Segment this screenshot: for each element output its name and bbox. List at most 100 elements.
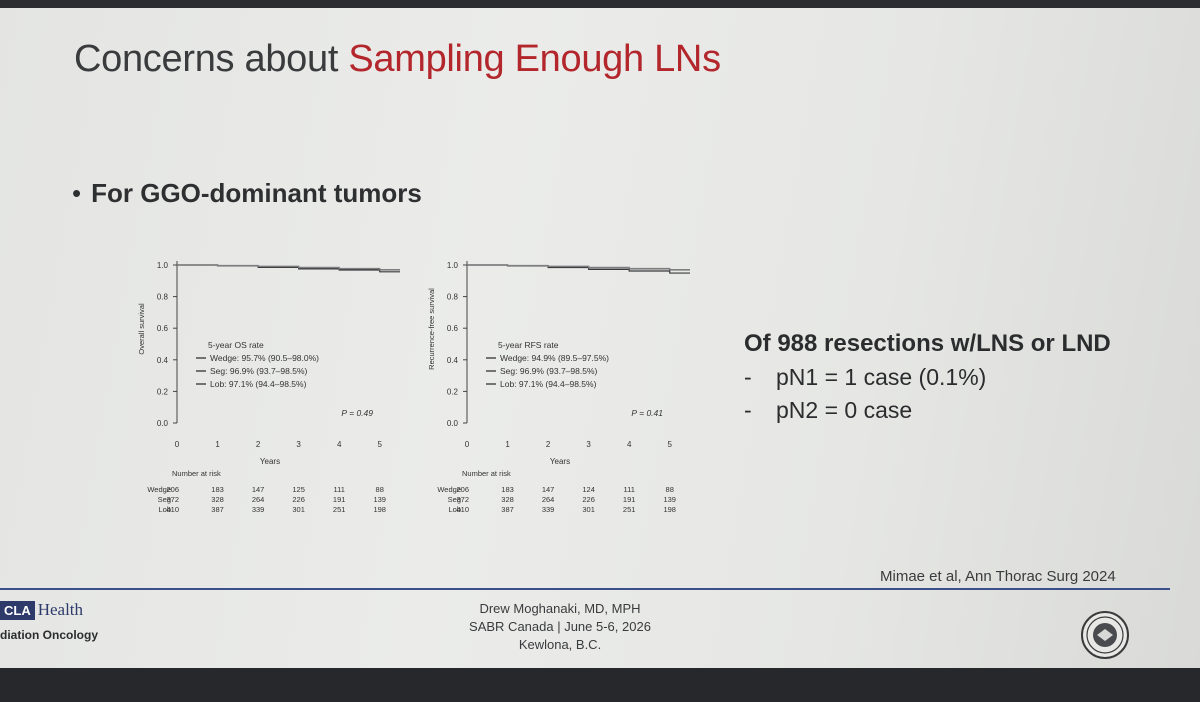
risk-cell: 372	[456, 495, 469, 504]
y-tick-label: 0.4	[447, 356, 459, 365]
x-tick-label: 5	[668, 440, 673, 449]
risk-cell: 410	[166, 505, 179, 514]
risk-cell: 226	[292, 495, 305, 504]
risk-cell: 328	[501, 495, 514, 504]
y-tick-label: 0.0	[157, 419, 169, 428]
risk-row-label: Lob	[158, 505, 171, 514]
logo-box: CLA	[0, 600, 35, 620]
y-tick-label: 0.2	[157, 387, 169, 396]
risk-cell: 147	[542, 485, 555, 494]
legend-title: 5-year OS rate	[208, 340, 264, 350]
km-chart-recurrence-free-survival: 0.0 0.2 0.4 0.6 0.8 1.0 0 1 2 3 4 5 Years Recurrence-…	[427, 261, 690, 514]
legend-entry: Lob: 97.1% (94.4–98.5%)	[210, 379, 307, 389]
citation: Mimae et al, Ann Thorac Surg 2024	[880, 568, 1116, 585]
risk-row-label: Seg	[448, 495, 461, 504]
risk-row-label: Wedge	[437, 485, 461, 494]
results-heading: Of 988 resections w/LNS or LND	[744, 330, 1111, 357]
risk-cell: 124	[582, 485, 595, 494]
x-tick-label: 5	[378, 440, 383, 449]
presenter-info: Drew Moghanaki, MD, MPH SABR Canada | Ju…	[440, 600, 680, 654]
risk-cell: 251	[623, 505, 636, 514]
legend-entry: Wedge: 95.7% (90.5–98.0%)	[210, 353, 319, 363]
results-box: Of 988 resections w/LNS or LND - pN1 = 1 …	[744, 330, 1111, 424]
logo-department: diation Oncology	[0, 628, 98, 642]
presenter-event: SABR Canada | June 5-6, 2026	[469, 619, 651, 634]
risk-cell: 147	[252, 485, 265, 494]
risk-cell: 328	[211, 495, 224, 504]
x-tick-label: 3	[296, 440, 301, 449]
risk-cell: 183	[501, 485, 514, 494]
result-item-pn1: - pN1 = 1 case (0.1%)	[744, 364, 1111, 391]
risk-cell: 125	[292, 485, 305, 494]
title-accent: Sampling Enough LNs	[348, 38, 721, 80]
legend-entry: Wedge: 94.9% (89.5–97.5%)	[500, 353, 609, 363]
risk-cell: 111	[333, 485, 344, 494]
legend-entry: Seg: 96.9% (93.7–98.5%)	[500, 366, 598, 376]
km-curve-lob	[177, 264, 400, 271]
x-tick-label: 3	[586, 440, 591, 449]
risk-cell: 339	[252, 505, 265, 514]
x-tick-label: 1	[215, 440, 220, 449]
risk-cell: 226	[582, 495, 595, 504]
km-chart-overall-survival: 0.0 0.2 0.4 0.6 0.8 1.0 0 1 2 3 4 5 Years Overall sur…	[137, 261, 400, 514]
risk-row-label: Lob	[448, 505, 461, 514]
result-text: pN1 = 1 case (0.1%)	[776, 364, 987, 390]
y-axis-label: Recurrence-free survival	[427, 288, 436, 370]
risk-cell: 387	[501, 505, 514, 514]
risk-cell: 88	[666, 485, 674, 494]
logo-health-text: Health	[37, 600, 84, 619]
y-tick-label: 0.2	[447, 387, 459, 396]
y-tick-label: 0.6	[157, 324, 169, 333]
result-item-pn2: - pN2 = 0 case	[744, 397, 1111, 424]
top-bar	[0, 0, 1200, 8]
risk-cell: 191	[623, 495, 636, 504]
bullet-point: • For GGO-dominant tumors	[72, 178, 422, 209]
risk-row-label: Wedge	[147, 485, 171, 494]
x-tick-label: 0	[465, 440, 470, 449]
risk-table-title: Number at risk	[462, 469, 511, 478]
risk-cell: 139	[373, 495, 386, 504]
risk-cell: 191	[333, 495, 346, 504]
risk-cell: 198	[373, 505, 386, 514]
x-tick-label: 4	[337, 440, 342, 449]
risk-cell: 139	[663, 495, 676, 504]
x-axis-label: Years	[550, 457, 570, 466]
result-dash: -	[744, 397, 752, 423]
p-value-annotation: P = 0.49	[341, 408, 373, 418]
slide-title: Concerns about Sampling Enough LNs	[74, 38, 721, 81]
x-tick-label: 0	[175, 440, 180, 449]
risk-cell: 387	[211, 505, 224, 514]
y-tick-label: 0.8	[157, 293, 169, 302]
footer-rule	[0, 588, 1170, 590]
risk-cell: 198	[663, 505, 676, 514]
legend-entry: Lob: 97.1% (94.4–98.5%)	[500, 379, 597, 389]
ucla-health-logo: CLA Health diation Oncology	[0, 600, 98, 642]
km-curve-lob	[467, 264, 690, 271]
y-tick-label: 1.0	[157, 261, 169, 270]
presenter-location: Kewlona, B.C.	[518, 637, 602, 652]
x-tick-label: 1	[505, 440, 510, 449]
title-plain: Concerns about	[74, 38, 349, 80]
risk-cell: 206	[166, 485, 179, 494]
risk-cell: 88	[376, 485, 384, 494]
bullet-dot-icon: •	[72, 178, 82, 208]
risk-cell: 264	[542, 495, 555, 504]
legend-title: 5-year RFS rate	[498, 340, 559, 350]
p-value-annotation: P = 0.41	[631, 408, 663, 418]
bullet-text: For GGO-dominant tumors	[91, 178, 422, 208]
risk-cell: 251	[333, 505, 346, 514]
y-tick-label: 0.0	[447, 419, 459, 428]
result-text: pN2 = 0 case	[776, 397, 913, 423]
y-axis-label: Overall survival	[137, 303, 146, 355]
y-tick-label: 0.6	[447, 324, 459, 333]
risk-cell: 183	[211, 485, 224, 494]
va-seal-icon	[1081, 611, 1129, 659]
risk-cell: 372	[166, 495, 179, 504]
presenter-name: Drew Moghanaki, MD, MPH	[479, 601, 641, 616]
x-tick-label: 2	[256, 440, 261, 449]
risk-cell: 111	[623, 485, 634, 494]
risk-cell: 339	[542, 505, 555, 514]
x-tick-label: 2	[546, 440, 551, 449]
x-tick-label: 4	[627, 440, 632, 449]
